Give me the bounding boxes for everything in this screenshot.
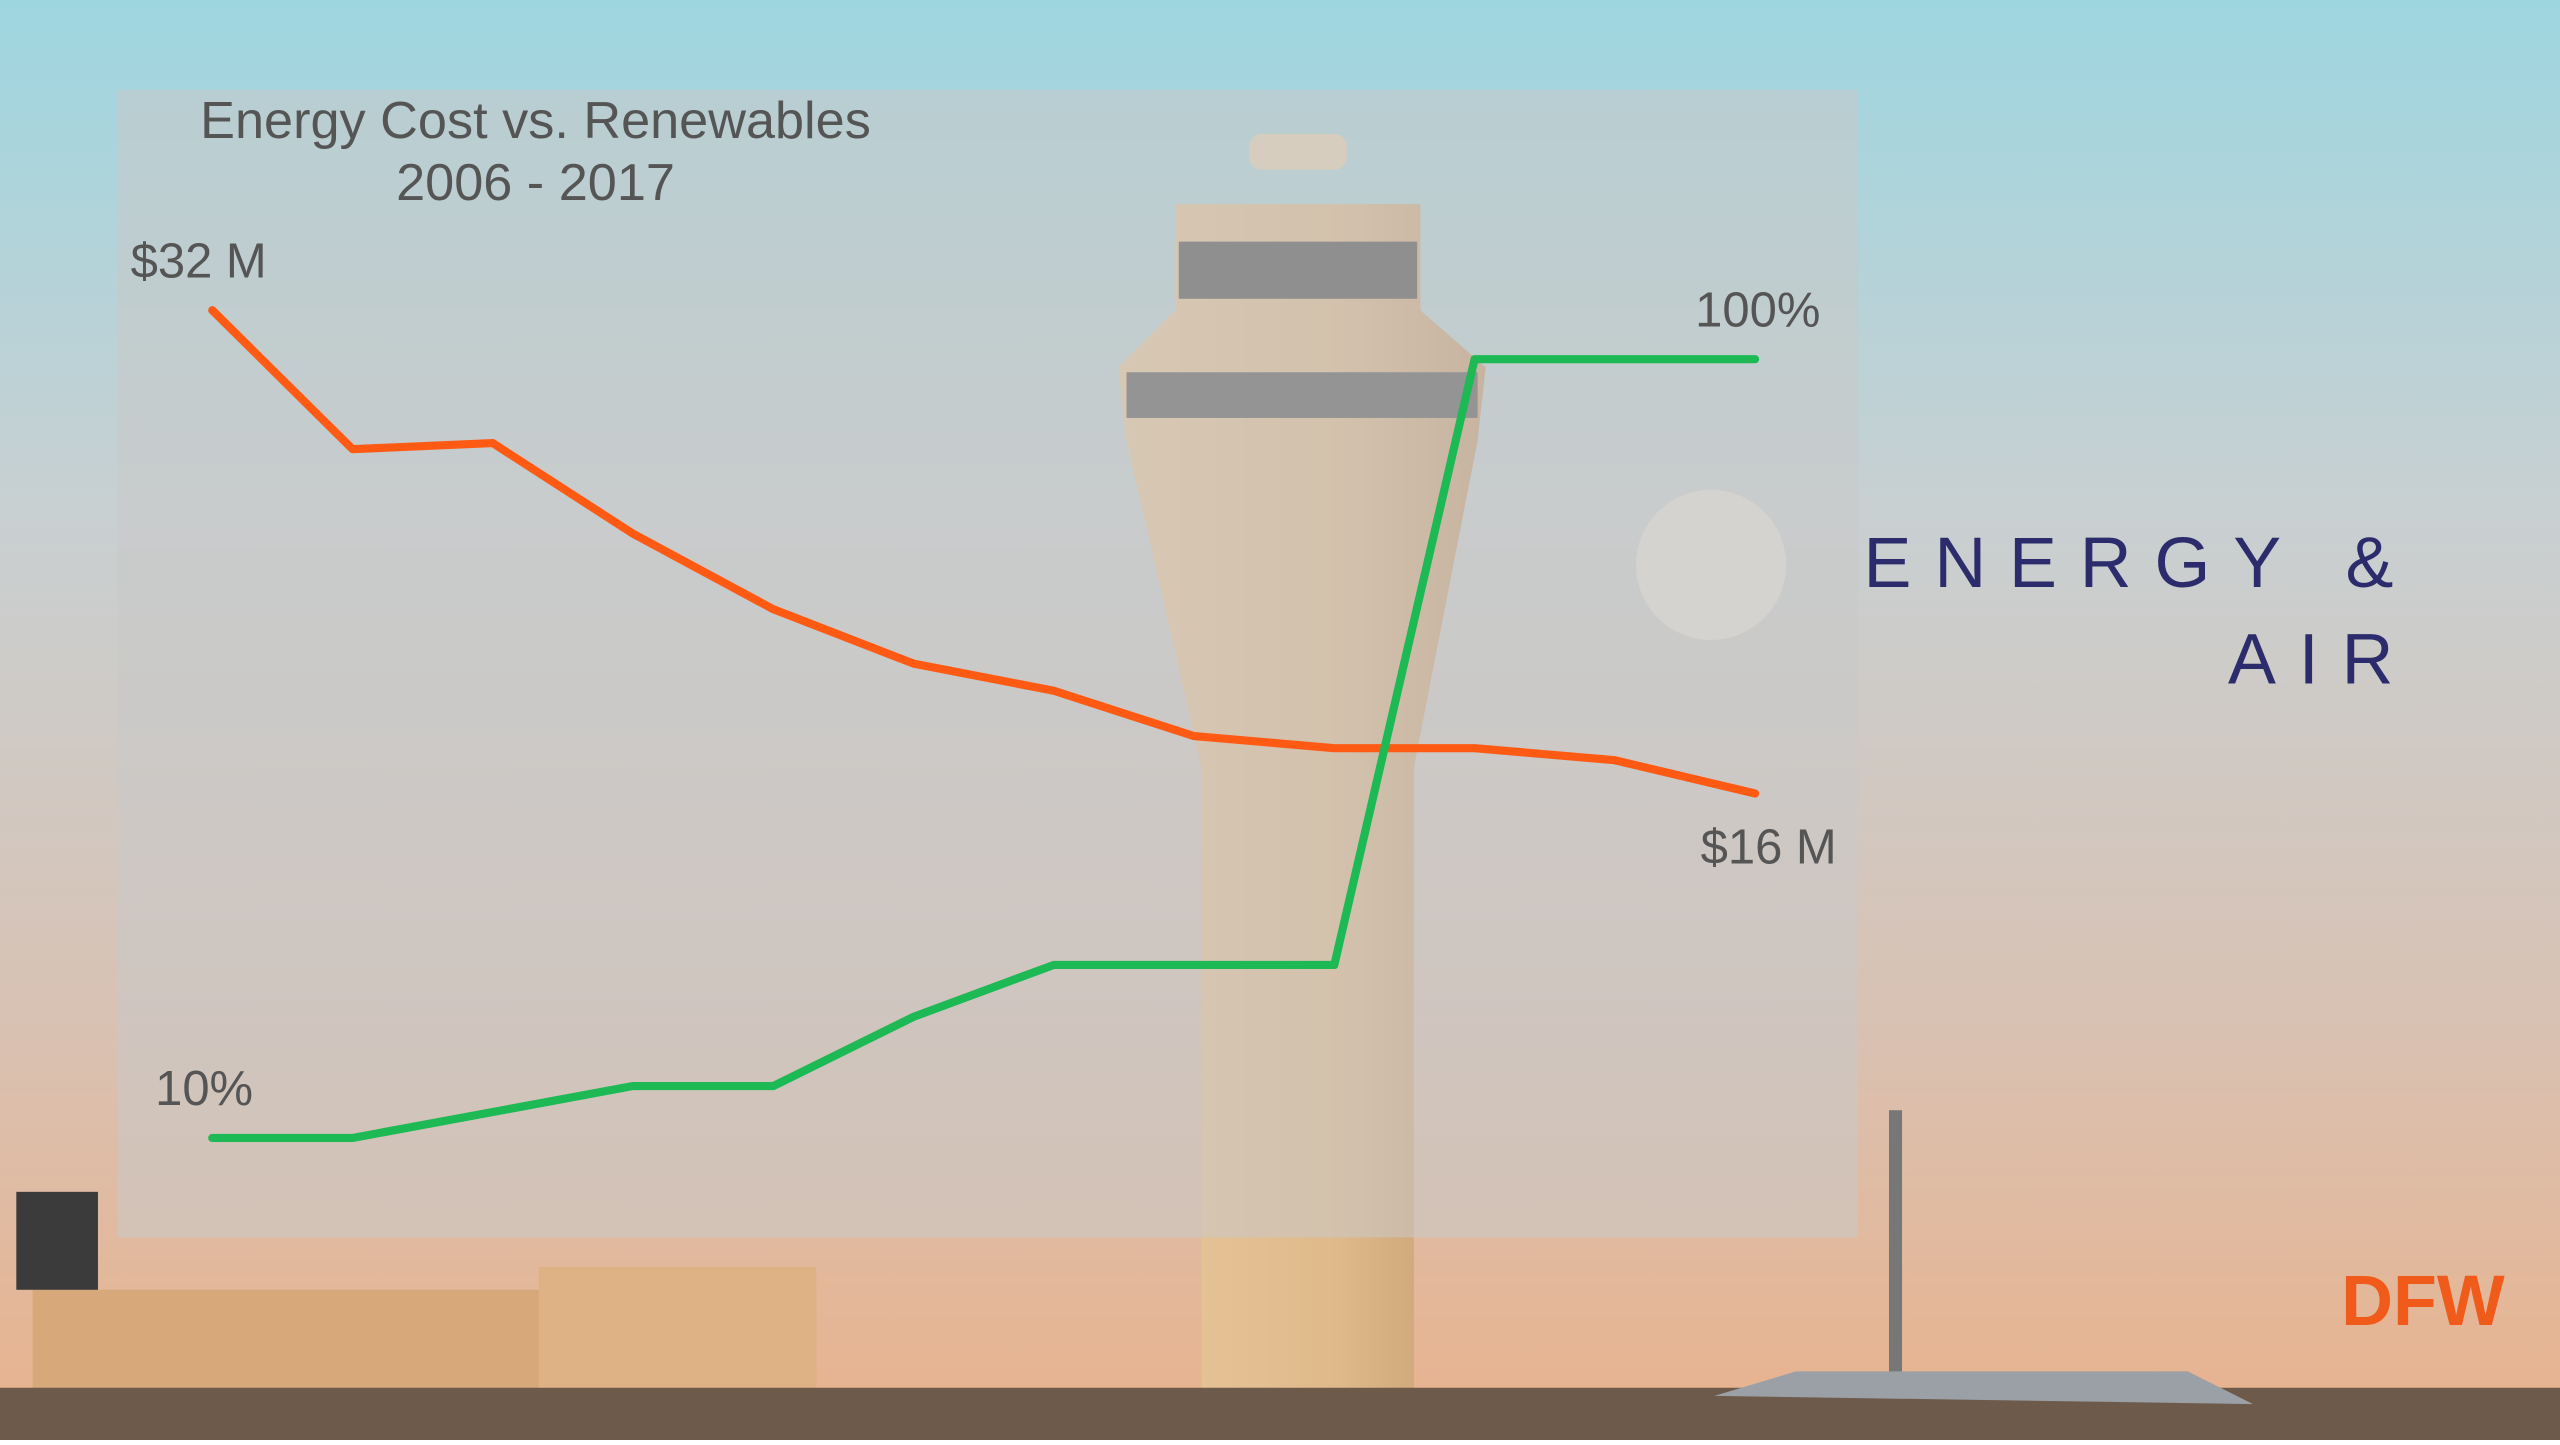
chart-panel xyxy=(118,90,1858,1238)
value-label: 100% xyxy=(1695,283,1820,337)
chart-title: Energy Cost vs. Renewables xyxy=(200,92,871,150)
heading-line: AIR xyxy=(2228,619,2416,699)
chart-subtitle: 2006 - 2017 xyxy=(396,154,675,212)
value-label: $16 M xyxy=(1701,821,1837,875)
value-label: 10% xyxy=(155,1062,253,1116)
value-label: $32 M xyxy=(131,234,267,288)
page: Energy Cost vs. Renewables 2006 - 2017 E… xyxy=(0,0,2560,1440)
logo: DFW xyxy=(2341,1261,2505,1341)
heading-line: ENERGY & xyxy=(1864,523,2417,603)
slide: Energy Cost vs. Renewables 2006 - 2017 E… xyxy=(0,0,2560,1440)
